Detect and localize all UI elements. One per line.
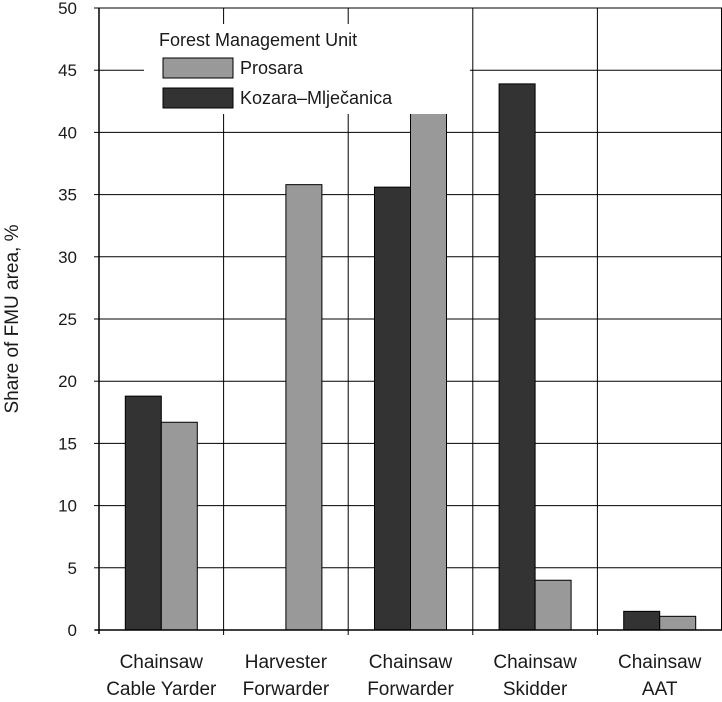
x-category-label: Harvester Forwarder [243, 652, 330, 700]
bar-kozara-mlje-anica-0 [124, 395, 162, 631]
bar-kozara-mlje-anica-2 [374, 186, 411, 631]
legend: Forest Management Unit Prosara Kozara–Mlje… [144, 24, 470, 114]
y-tick-label: 15 [58, 434, 77, 453]
x-category-label: Chainsaw Cable Yarder [106, 652, 217, 700]
y-tick-labels: 0 5 10 15 20 25 30 35 40 45 50 [58, 0, 77, 640]
x-category-labels: Chainsaw Cable Yarder Harvester Forwarder Ch… [106, 652, 701, 700]
y-tick-label: 0 [68, 621, 77, 640]
axes [94, 7, 722, 635]
legend-swatch [162, 87, 234, 109]
y-tick-label: 40 [58, 123, 77, 142]
bar-prosara-1 [285, 184, 323, 631]
bars [124, 83, 697, 631]
y-tick-label: 5 [68, 559, 77, 578]
y-tick-label: 20 [58, 372, 77, 391]
y-tick-label: 30 [58, 248, 77, 267]
y-tick-label: 10 [58, 497, 77, 516]
legend-entry-label: Prosara [240, 58, 304, 78]
y-tick-label: 35 [58, 186, 77, 205]
bar-kozara-mlje-anica-3 [498, 83, 536, 631]
legend-swatch [162, 57, 234, 79]
y-tick-label: 50 [58, 0, 77, 18]
bar-kozara-mlje-anica-4 [623, 610, 661, 631]
bar-prosara-3 [534, 579, 572, 631]
y-axis-title: Share of FMU area, % [2, 224, 23, 413]
x-category-label: Chainsaw AAT [618, 652, 702, 700]
legend-entry-label: Kozara–Mlječanica [240, 88, 393, 108]
legend-title: Forest Management Unit [159, 30, 357, 50]
bar-prosara-4 [659, 615, 697, 631]
y-tick-label: 45 [58, 61, 77, 80]
y-tick-label: 25 [58, 310, 77, 329]
bar-prosara-0 [160, 421, 198, 631]
x-category-label: Chainsaw Forwarder [367, 652, 454, 700]
x-category-label: Chainsaw Skidder [493, 652, 577, 700]
bar-prosara-2 [410, 103, 447, 631]
